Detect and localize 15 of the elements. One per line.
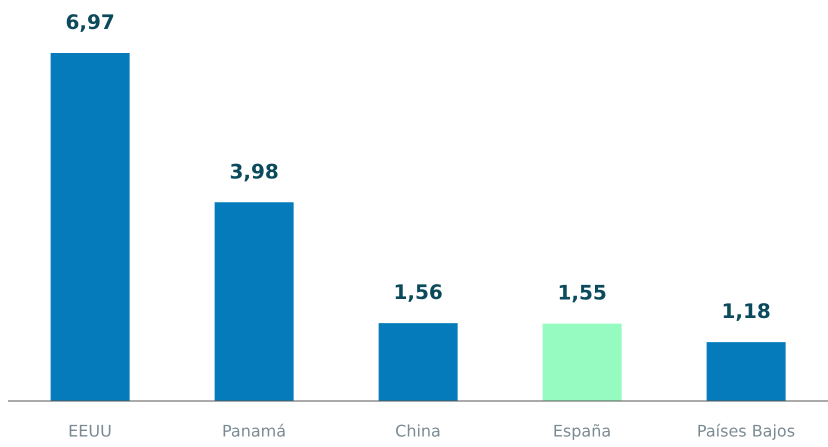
bar: [542, 324, 622, 401]
data-label: 1,55: [557, 280, 607, 305]
x-tick-label: China: [395, 421, 441, 440]
x-tick-label: Panamá: [222, 421, 286, 440]
data-label: 1,18: [721, 299, 771, 324]
data-label: 3,98: [229, 159, 279, 184]
bar: [378, 323, 458, 401]
x-tick-label: EEUU: [68, 421, 112, 440]
bar: [706, 342, 786, 401]
data-label: 6,97: [65, 10, 115, 34]
bar: [50, 53, 130, 401]
data-label: 1,56: [393, 280, 443, 304]
bar: [214, 202, 294, 401]
x-tick-label: Países Bajos: [696, 421, 796, 440]
x-tick-label: España: [552, 421, 612, 440]
